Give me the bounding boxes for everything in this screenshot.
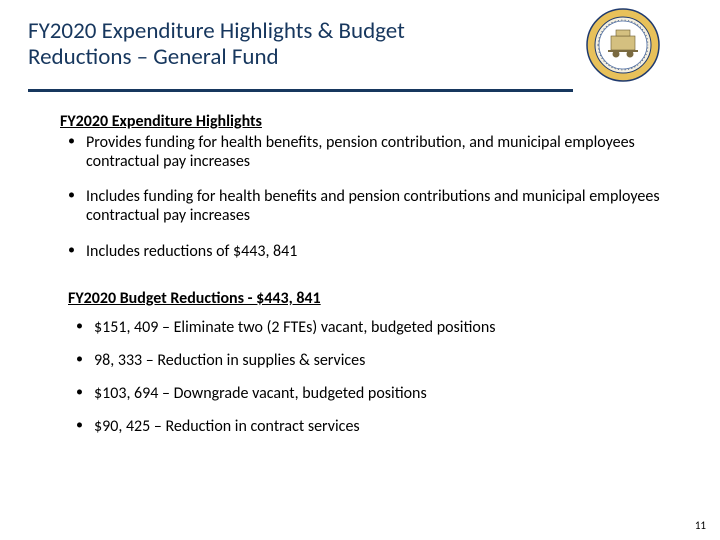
list-item: 98, 333 – Reduction in supplies & servic…: [68, 351, 660, 370]
list-item: Provides funding for health benefits, pe…: [60, 133, 660, 171]
reductions-heading: FY2020 Budget Reductions - $443, 841: [68, 289, 660, 308]
highlights-list: Provides funding for health benefits, pe…: [60, 133, 660, 261]
list-item: Includes funding for health benefits and…: [60, 187, 660, 225]
list-item: $103, 694 – Downgrade vacant, budgeted p…: [68, 384, 660, 403]
highlights-heading: FY2020 Expenditure Highlights: [60, 112, 660, 131]
slide-header: FY2020 Expenditure Highlights & Budget R…: [0, 0, 720, 71]
city-seal-icon: [586, 8, 660, 82]
list-item: Includes reductions of $443, 841: [60, 242, 660, 261]
list-item: $151, 409 – Eliminate two (2 FTEs) vacan…: [68, 318, 660, 337]
list-item: $90, 425 – Reduction in contract service…: [68, 417, 660, 436]
page-number: 11: [695, 519, 706, 532]
reductions-list: $151, 409 – Eliminate two (2 FTEs) vacan…: [68, 318, 660, 437]
slide-content: FY2020 Expenditure Highlights Provides f…: [0, 92, 720, 437]
page-title: FY2020 Expenditure Highlights & Budget R…: [28, 18, 488, 71]
